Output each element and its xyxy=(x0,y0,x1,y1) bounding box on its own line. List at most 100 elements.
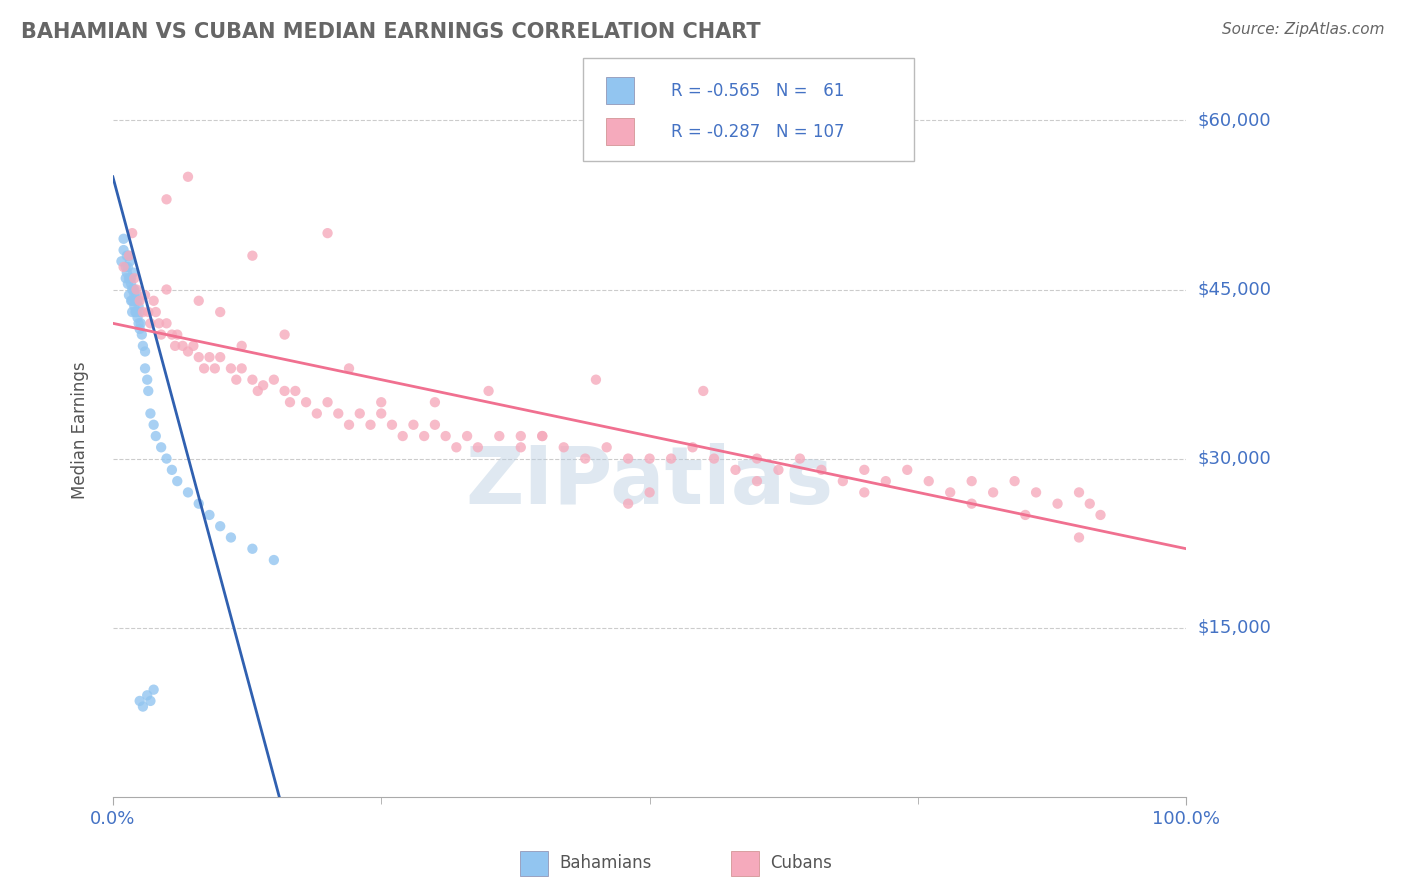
Point xyxy=(187,497,209,511)
Point xyxy=(136,305,159,319)
Point xyxy=(423,417,446,432)
Point xyxy=(391,429,413,443)
Point xyxy=(305,407,328,421)
Point xyxy=(139,316,162,330)
Text: $15,000: $15,000 xyxy=(1198,619,1271,637)
Point xyxy=(939,485,962,500)
Point xyxy=(134,288,156,302)
Point xyxy=(682,440,704,454)
Point xyxy=(166,474,188,488)
Text: Source: ZipAtlas.com: Source: ZipAtlas.com xyxy=(1222,22,1385,37)
Point xyxy=(160,463,183,477)
Point xyxy=(122,283,145,297)
Point xyxy=(703,451,725,466)
Point xyxy=(768,463,790,477)
Point xyxy=(128,293,150,308)
Point xyxy=(122,266,145,280)
Text: BAHAMIAN VS CUBAN MEDIAN EARNINGS CORRELATION CHART: BAHAMIAN VS CUBAN MEDIAN EARNINGS CORREL… xyxy=(21,22,761,42)
Point xyxy=(381,417,404,432)
Point xyxy=(112,243,135,257)
Point xyxy=(139,694,162,708)
Point xyxy=(136,373,159,387)
Point xyxy=(638,451,661,466)
Point xyxy=(1067,485,1090,500)
Point xyxy=(337,361,360,376)
Point xyxy=(125,305,148,319)
Point xyxy=(981,485,1004,500)
Point xyxy=(155,283,177,297)
Text: Cubans: Cubans xyxy=(770,855,832,872)
Point xyxy=(219,361,242,376)
Point xyxy=(617,497,640,511)
Point xyxy=(117,260,139,274)
Point xyxy=(446,440,468,454)
Point xyxy=(118,288,141,302)
Point xyxy=(585,373,607,387)
Point xyxy=(789,451,811,466)
Point xyxy=(1078,497,1101,511)
Point xyxy=(467,440,489,454)
Point xyxy=(349,407,371,421)
Point xyxy=(112,260,135,274)
Point xyxy=(128,322,150,336)
Point xyxy=(316,226,339,240)
Point xyxy=(1004,474,1026,488)
Point xyxy=(128,300,150,314)
Point xyxy=(187,350,209,364)
Point xyxy=(231,361,253,376)
Point xyxy=(198,508,221,522)
Point xyxy=(360,417,382,432)
Point xyxy=(1046,497,1069,511)
Text: $45,000: $45,000 xyxy=(1198,280,1271,299)
Point xyxy=(134,361,156,376)
Point xyxy=(831,474,853,488)
Point xyxy=(129,316,152,330)
Text: R = -0.287   N = 107: R = -0.287 N = 107 xyxy=(671,123,844,141)
Point xyxy=(165,339,187,353)
Point xyxy=(128,316,150,330)
Point xyxy=(132,699,155,714)
Point xyxy=(209,350,232,364)
Point xyxy=(960,497,983,511)
Point xyxy=(242,373,264,387)
Point xyxy=(125,283,148,297)
Point xyxy=(132,305,155,319)
Point xyxy=(370,395,392,409)
Point xyxy=(488,429,510,443)
Point xyxy=(142,417,165,432)
Point xyxy=(183,339,205,353)
Point xyxy=(177,344,200,359)
Point xyxy=(155,316,177,330)
Point xyxy=(209,305,232,319)
Point xyxy=(127,293,149,308)
Point xyxy=(617,451,640,466)
Point xyxy=(121,283,143,297)
Y-axis label: Median Earnings: Median Earnings xyxy=(72,361,89,500)
Point xyxy=(1025,485,1047,500)
Point xyxy=(273,384,295,398)
Point xyxy=(724,463,747,477)
Point xyxy=(875,474,897,488)
Point xyxy=(370,407,392,421)
Point xyxy=(531,429,554,443)
Point xyxy=(595,440,617,454)
Point xyxy=(150,440,173,454)
Point xyxy=(918,474,941,488)
Point xyxy=(114,260,136,274)
Point xyxy=(120,293,142,308)
Point xyxy=(132,339,155,353)
Point xyxy=(745,474,768,488)
Point xyxy=(124,283,146,297)
Point xyxy=(150,327,173,342)
Point xyxy=(509,429,531,443)
Point xyxy=(160,327,183,342)
Point xyxy=(574,451,596,466)
Point xyxy=(316,395,339,409)
Point xyxy=(124,305,146,319)
Text: R = -0.565   N =   61: R = -0.565 N = 61 xyxy=(671,82,844,100)
Point xyxy=(131,327,153,342)
Point xyxy=(659,451,682,466)
Point xyxy=(125,288,148,302)
Point xyxy=(242,249,264,263)
Text: $60,000: $60,000 xyxy=(1198,112,1271,129)
